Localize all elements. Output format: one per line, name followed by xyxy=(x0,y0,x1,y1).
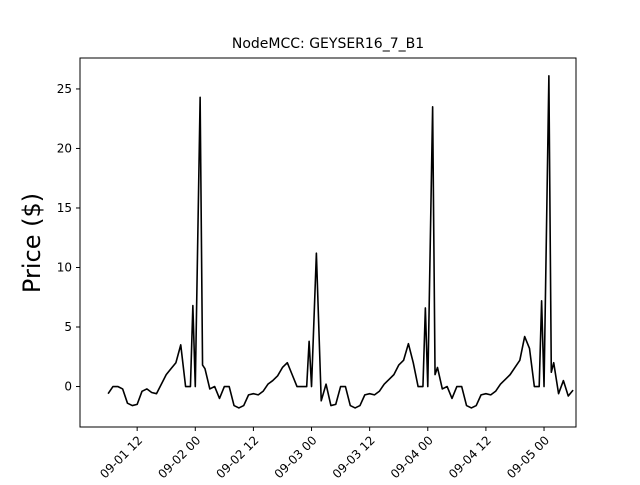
y-tick-label: 5 xyxy=(64,320,72,334)
x-tick-label: 09-03 12 xyxy=(330,433,378,480)
series-layer xyxy=(107,75,574,409)
plot-frame xyxy=(79,57,577,428)
x-tick-label: 09-02 12 xyxy=(213,433,261,480)
y-axis-ticks: 0 5 10 15 20 25 xyxy=(57,82,80,394)
y-tick-label: 20 xyxy=(57,141,72,155)
y-tick-label: 25 xyxy=(57,82,72,96)
price-series-line xyxy=(107,75,574,409)
x-tick-label: 09-03 00 xyxy=(272,433,320,480)
x-tick-label: 09-04 00 xyxy=(388,433,436,480)
chart-title: NodeMCC: GEYSER16_7_B1 xyxy=(232,36,424,52)
x-tick-label: 09-04 12 xyxy=(446,433,494,480)
y-axis-label: Price ($) xyxy=(18,193,46,293)
x-tick-label: 09-01 12 xyxy=(97,433,145,480)
y-tick-label: 10 xyxy=(57,260,72,274)
x-axis-ticks: 09-01 12 09-02 00 09-02 12 09-03 00 09-03 12… xyxy=(97,427,552,481)
x-tick-label: 09-02 00 xyxy=(155,433,203,480)
y-tick-label: 0 xyxy=(64,380,72,394)
x-tick-label: 09-05 00 xyxy=(504,433,552,480)
y-tick-label: 15 xyxy=(57,201,72,215)
